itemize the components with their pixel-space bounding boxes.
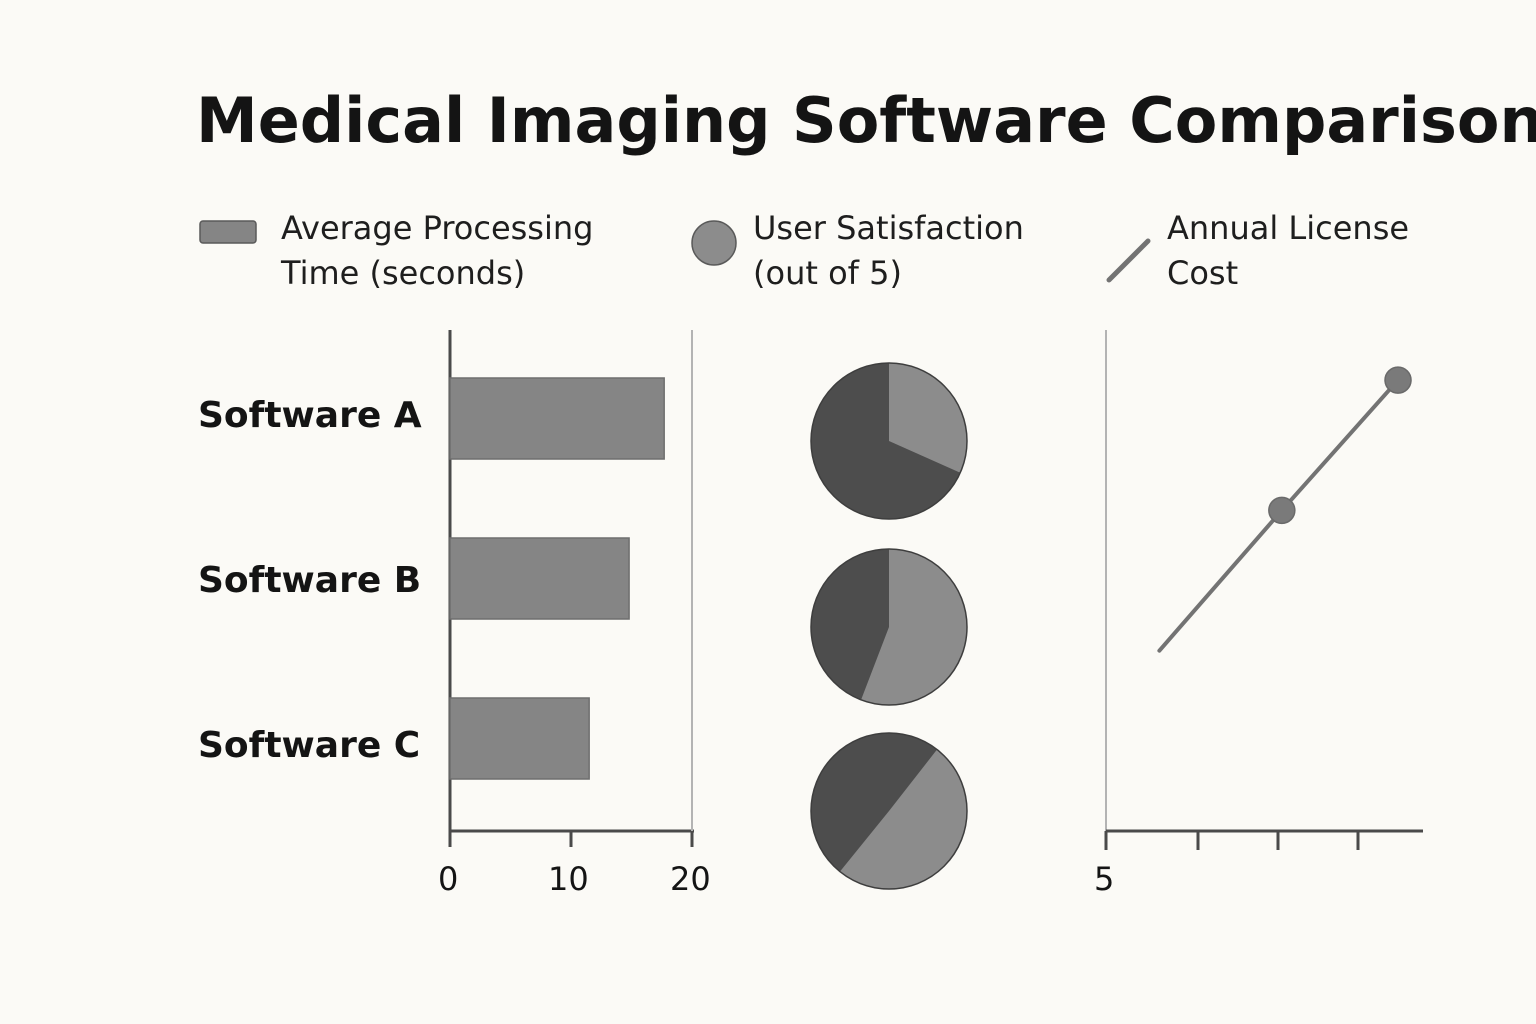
pie-software-c-outline bbox=[810, 732, 968, 890]
bar-software-a bbox=[449, 377, 665, 460]
bar-x-tick-label-0: 0 bbox=[438, 860, 459, 898]
legend-swatch-circle bbox=[691, 220, 737, 266]
legend-label-processing-time-line1: Average Processing bbox=[281, 209, 594, 247]
legend-label-satisfaction-line2: (out of 5) bbox=[753, 254, 902, 292]
line-point-marker-2 bbox=[1384, 366, 1412, 394]
legend-label-satisfaction: User Satisfaction (out of 5) bbox=[753, 206, 1024, 296]
legend-label-license-cost-line2: Cost bbox=[1167, 254, 1239, 292]
category-label-software-c: Software C bbox=[198, 725, 421, 766]
pie-software-a-outline bbox=[810, 362, 968, 520]
legend-label-license-cost-line1: Annual License bbox=[1167, 209, 1410, 247]
legend-label-license-cost: Annual License Cost bbox=[1167, 206, 1409, 296]
line-point-marker-1 bbox=[1268, 496, 1296, 525]
chart-title: Medical Imaging Software Comparison bbox=[196, 84, 1536, 157]
bar-x-tick-label-10: 10 bbox=[548, 860, 589, 898]
legend-swatch-line bbox=[1106, 238, 1151, 283]
category-label-software-a: Software A bbox=[198, 395, 422, 436]
pie-software-c-light-slice bbox=[839, 749, 968, 890]
legend-label-satisfaction-line1: User Satisfaction bbox=[753, 209, 1024, 247]
pie-software-b-outline bbox=[810, 548, 968, 706]
category-label-software-b: Software B bbox=[198, 560, 422, 601]
bar-software-b bbox=[449, 537, 630, 620]
pie-software-b-light-slice bbox=[861, 549, 968, 705]
legend-swatch-bar bbox=[199, 220, 257, 244]
bar-x-tick-label-20: 20 bbox=[670, 860, 711, 898]
legend-label-processing-time-line2: Time (seconds) bbox=[281, 254, 526, 292]
legend-label-processing-time: Average Processing Time (seconds) bbox=[281, 206, 593, 296]
line-x-tick-label-5: 5 bbox=[1094, 860, 1115, 898]
bar-software-c bbox=[449, 697, 590, 780]
